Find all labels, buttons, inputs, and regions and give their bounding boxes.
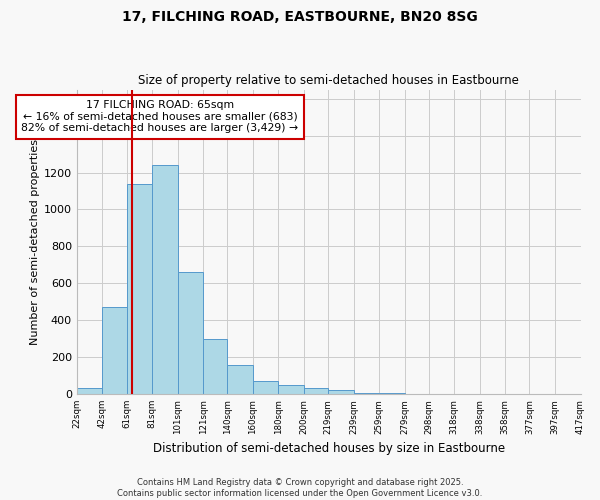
Bar bbox=[328, 390, 353, 394]
Bar bbox=[253, 381, 278, 394]
Bar bbox=[227, 366, 253, 394]
Title: Size of property relative to semi-detached houses in Eastbourne: Size of property relative to semi-detach… bbox=[138, 74, 519, 87]
Bar bbox=[152, 165, 178, 394]
Y-axis label: Number of semi-detached properties: Number of semi-detached properties bbox=[29, 138, 40, 344]
Text: Contains HM Land Registry data © Crown copyright and database right 2025.
Contai: Contains HM Land Registry data © Crown c… bbox=[118, 478, 482, 498]
Bar bbox=[127, 184, 152, 394]
Bar bbox=[353, 393, 379, 394]
Text: 17 FILCHING ROAD: 65sqm
← 16% of semi-detached houses are smaller (683)
82% of s: 17 FILCHING ROAD: 65sqm ← 16% of semi-de… bbox=[22, 100, 299, 134]
X-axis label: Distribution of semi-detached houses by size in Eastbourne: Distribution of semi-detached houses by … bbox=[152, 442, 505, 455]
Text: 17, FILCHING ROAD, EASTBOURNE, BN20 8SG: 17, FILCHING ROAD, EASTBOURNE, BN20 8SG bbox=[122, 10, 478, 24]
Bar bbox=[103, 307, 127, 394]
Bar bbox=[304, 388, 328, 394]
Bar bbox=[203, 338, 227, 394]
Bar bbox=[178, 272, 203, 394]
Bar bbox=[77, 388, 103, 394]
Bar bbox=[278, 384, 304, 394]
